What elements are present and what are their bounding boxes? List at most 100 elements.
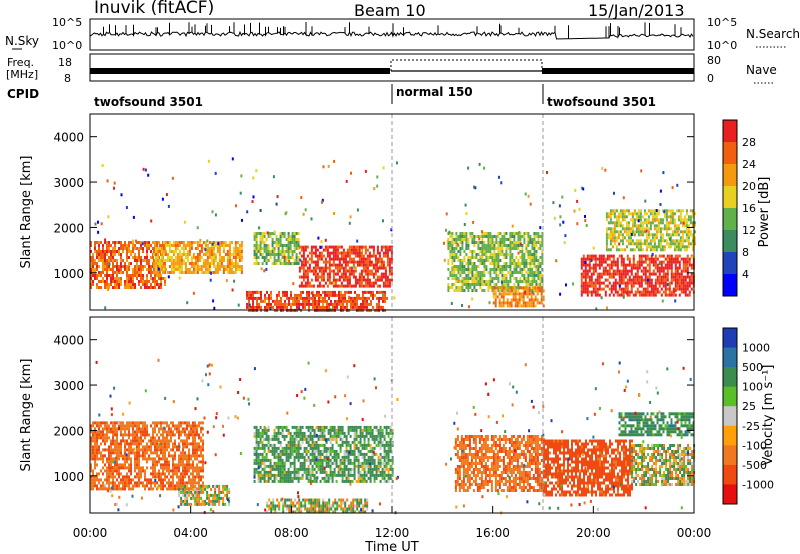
heatmap-cell (659, 230, 662, 234)
heatmap-cell (158, 478, 160, 482)
heatmap-cell (358, 272, 361, 276)
heatmap-cell (477, 235, 480, 238)
heatmap-cell (146, 460, 148, 464)
heatmap-cell (693, 224, 696, 228)
heatmap-cell (124, 430, 126, 434)
heatmap-cell (517, 259, 520, 262)
heatmap-cell (669, 242, 672, 246)
heatmap-cell (126, 466, 128, 470)
heatmap-cell (471, 289, 474, 292)
heatmap-cell (674, 284, 677, 288)
heatmap-cell (616, 260, 619, 264)
noise-right-tick-top: 10^5 (707, 16, 737, 29)
heatmap-cell (617, 236, 620, 240)
heatmap-cell (230, 241, 233, 244)
heatmap-cell (142, 427, 144, 431)
heatmap-cell (572, 282, 574, 286)
heatmap-cell (176, 241, 179, 244)
heatmap-cell (679, 212, 682, 216)
heatmap-cell (679, 248, 682, 252)
heatmap-cell (634, 278, 637, 282)
heatmap-cell (206, 268, 209, 271)
heatmap-cell (172, 463, 174, 467)
heatmap-cell (281, 247, 284, 250)
heatmap-cell (141, 242, 144, 246)
heatmap-cell (362, 263, 365, 267)
heatmap-cell (196, 451, 198, 455)
heatmap-cell (674, 281, 677, 285)
heatmap-cell (676, 272, 679, 276)
heatmap-cell (537, 241, 540, 244)
heatmap-cell (150, 265, 152, 268)
heatmap-cell (290, 293, 292, 297)
heatmap-cell (186, 301, 189, 305)
heatmap-cell (584, 261, 587, 265)
heatmap-cell (257, 262, 260, 265)
heatmap-cell (140, 436, 142, 440)
heatmap-cell (261, 431, 264, 435)
heatmap-cell (300, 281, 303, 285)
heatmap-cell (116, 439, 118, 443)
heatmap-cell (126, 268, 128, 271)
heatmap-cell (154, 463, 156, 467)
heatmap-cell (92, 469, 94, 473)
heatmap-cell (324, 290, 326, 294)
heatmap-cell (170, 433, 172, 437)
heatmap-cell (124, 484, 126, 488)
heatmap-cell (675, 242, 678, 246)
heatmap-cell (463, 256, 466, 259)
heatmap-cell (471, 274, 474, 277)
heatmap-cell (523, 241, 526, 244)
heatmap-cell (92, 274, 94, 277)
heatmap-cell (96, 256, 98, 259)
heatmap-cell (259, 235, 262, 238)
heatmap-cell (509, 256, 512, 259)
heatmap-cell (114, 433, 116, 437)
heatmap-cell (352, 269, 355, 273)
heatmap-cell (483, 289, 486, 292)
heatmap-cell (162, 454, 164, 458)
heatmap-cell (180, 421, 182, 425)
heatmap-cell (154, 253, 157, 256)
heatmap-cell (596, 281, 599, 285)
heatmap-cell (282, 293, 284, 297)
heatmap-cell (685, 224, 688, 228)
heatmap-cell (497, 232, 500, 235)
heatmap-cell (298, 266, 301, 270)
heatmap-cell (679, 242, 682, 246)
heatmap-cell (515, 247, 518, 250)
heatmap-cell (614, 278, 617, 282)
heatmap-cell (186, 241, 189, 244)
heatmap-cell (152, 430, 154, 434)
heatmap-cell (375, 263, 378, 267)
heatmap-cell (128, 424, 130, 428)
heatmap-cell (463, 283, 466, 286)
heatmap-cell (304, 272, 307, 276)
heatmap-cell (328, 296, 330, 300)
heatmap-cell (481, 247, 484, 250)
noise-right-tick-bottom: 10^0 (707, 39, 737, 52)
heatmap-cell (376, 305, 378, 309)
heatmap-cell (640, 275, 643, 279)
heatmap-cell (180, 433, 182, 437)
heatmap-cell (487, 250, 490, 253)
heatmap-cell (154, 460, 156, 464)
heatmap-cell (186, 454, 188, 458)
heatmap-cell (648, 293, 651, 297)
heatmap-cell (507, 253, 510, 256)
heatmap-cell (609, 242, 612, 246)
heatmap-cell (487, 256, 490, 259)
heatmap-cell (350, 257, 353, 261)
heatmap-cell (358, 260, 361, 264)
heatmap-cell (172, 475, 174, 479)
heatmap-cell (308, 266, 311, 270)
heatmap-cell (102, 436, 104, 440)
heatmap-cell (178, 259, 181, 262)
heatmap-cell (684, 281, 687, 285)
heatmap-cell (633, 221, 636, 225)
heatmap-cell (463, 223, 466, 226)
heatmap-cell (198, 487, 200, 491)
heatmap-cell (386, 245, 389, 249)
heatmap-cell (108, 268, 110, 271)
heatmap-cell (680, 278, 683, 282)
